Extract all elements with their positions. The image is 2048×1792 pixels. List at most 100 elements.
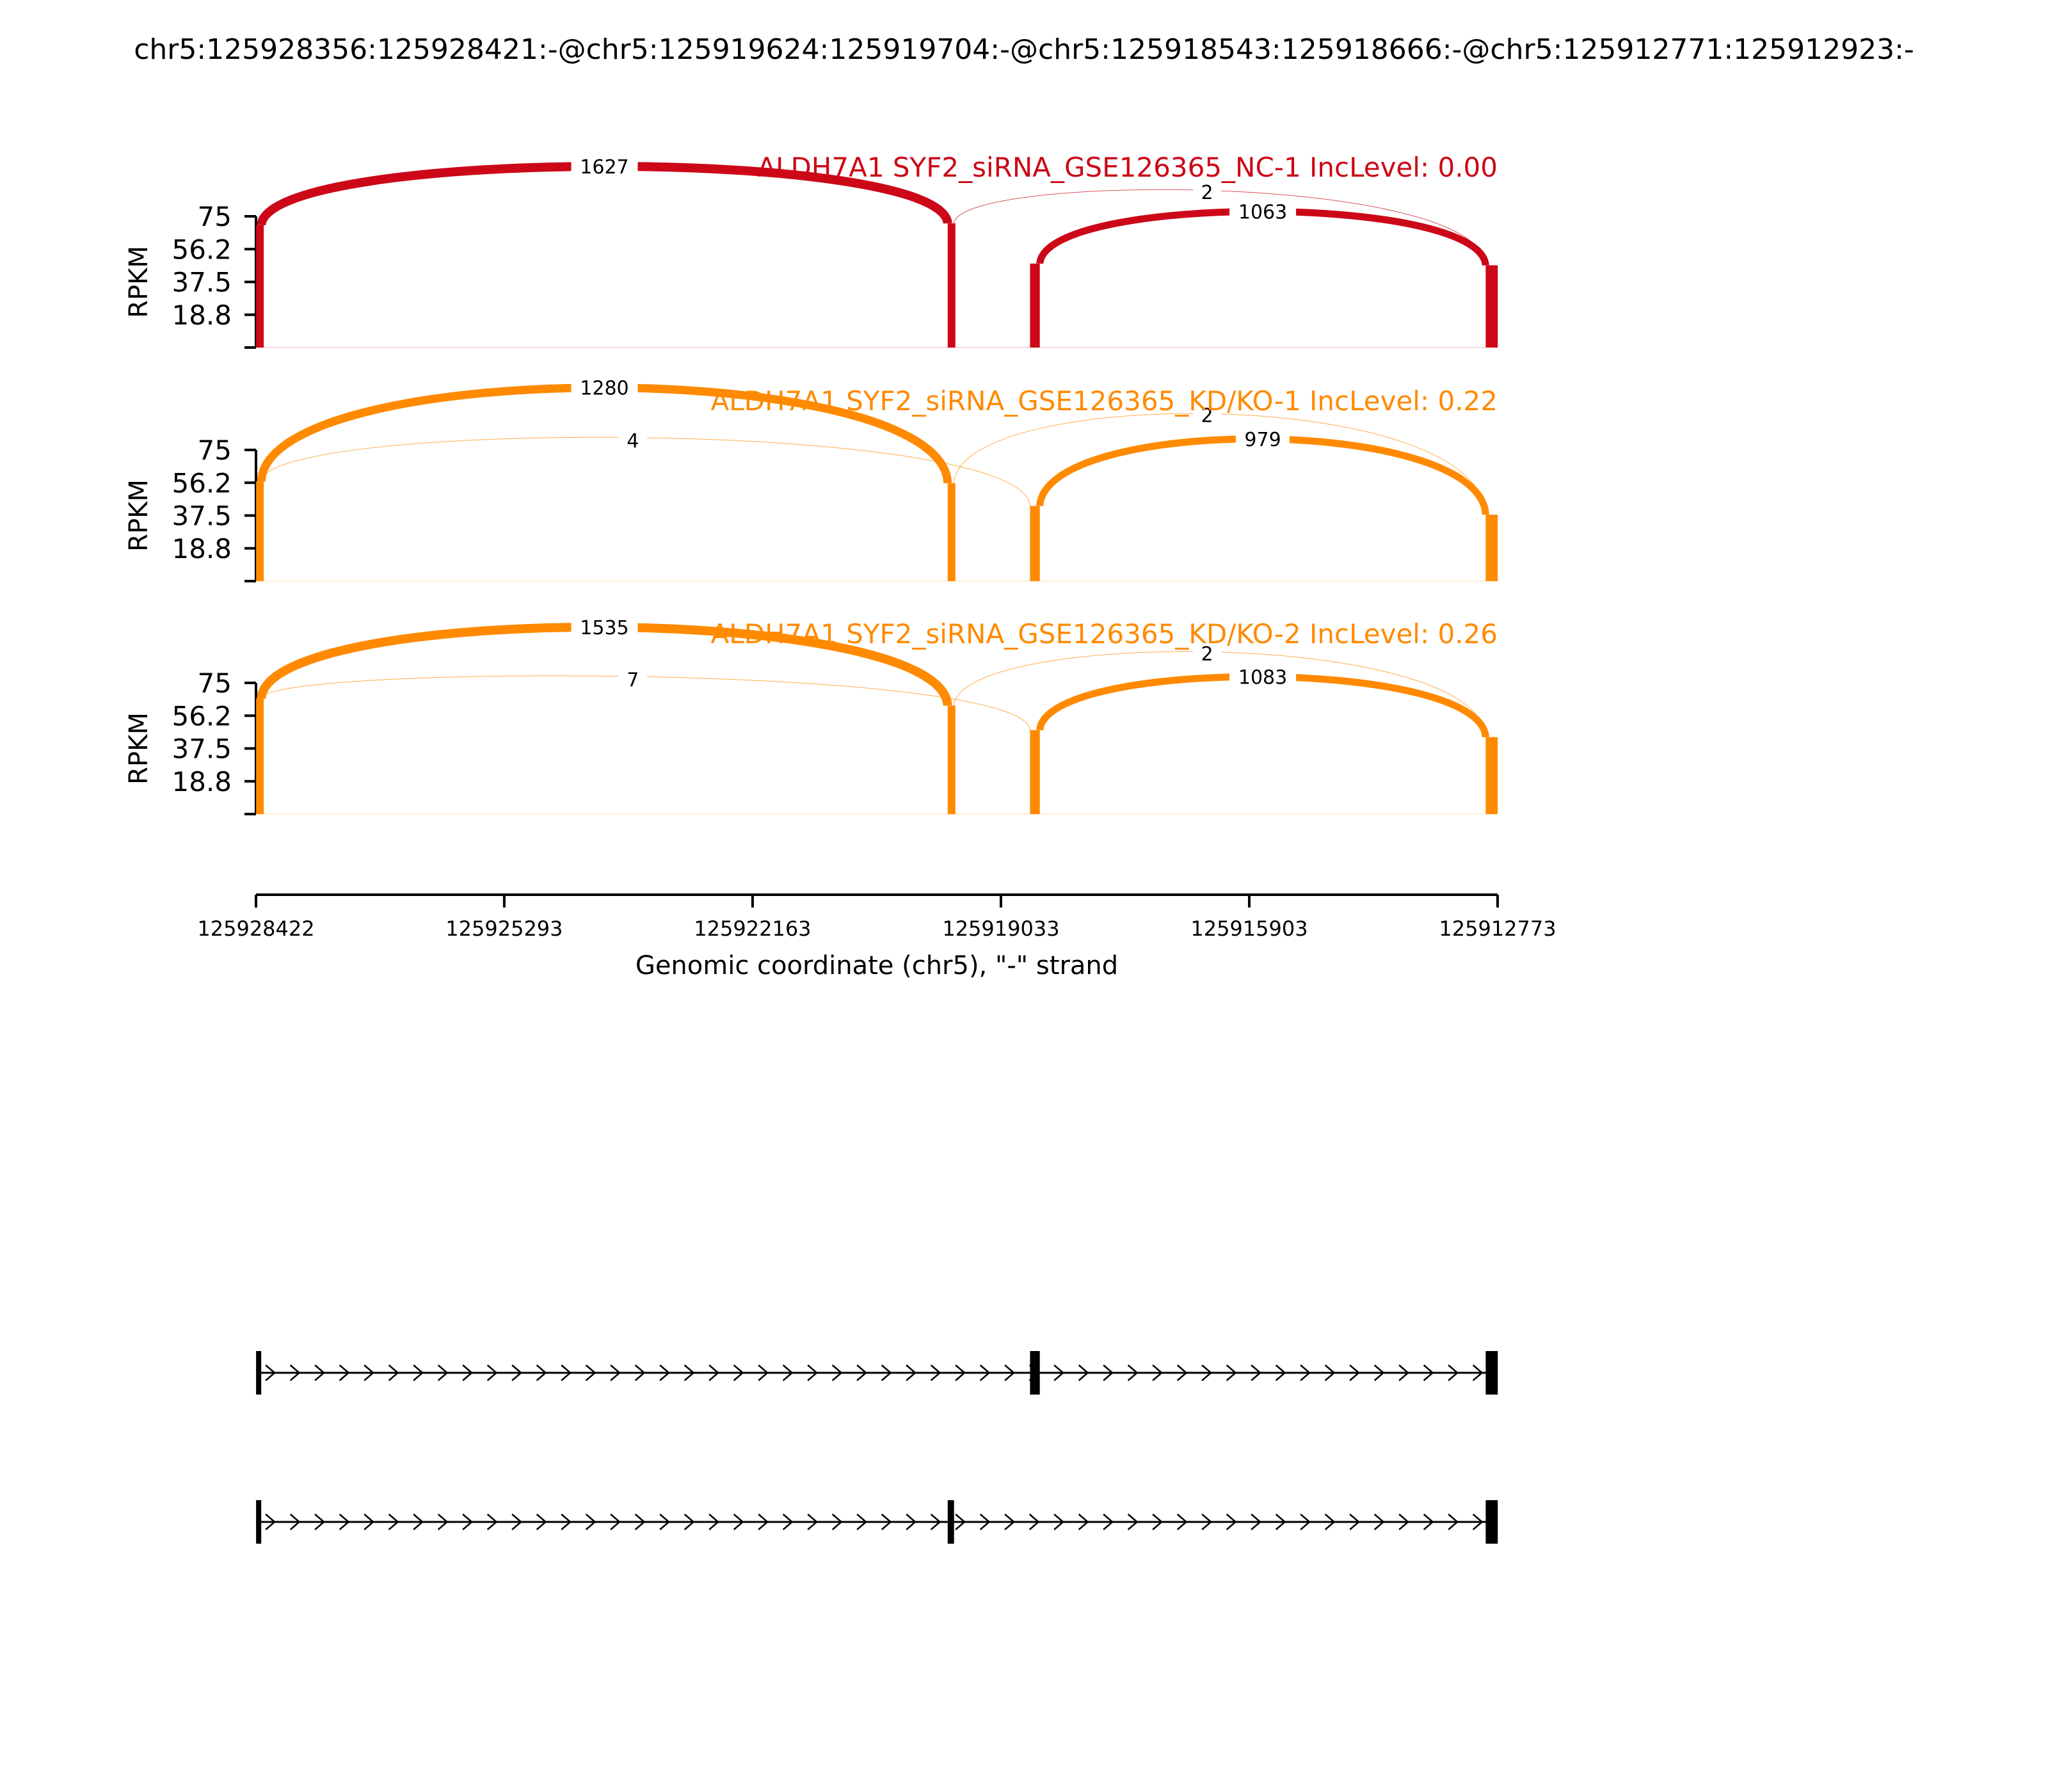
exon-block [256, 1351, 262, 1395]
isoform-2 [256, 1500, 1498, 1544]
x-tick-label: 125915903 [1190, 916, 1308, 941]
junction-count: 1535 [580, 617, 628, 639]
plot-title: chr5:125928356:125928421:-@chr5:12591962… [134, 33, 1914, 66]
strand-arrow [413, 1514, 424, 1530]
strand-arrow [289, 1514, 301, 1530]
strand-arrow [684, 1364, 695, 1381]
strand-arrow [930, 1514, 941, 1530]
strand-arrow [979, 1514, 991, 1530]
exon-coverage [1030, 730, 1040, 814]
strand-arrow [856, 1514, 868, 1530]
strand-arrow [807, 1514, 819, 1530]
strand-arrow [437, 1514, 449, 1530]
strand-arrow [388, 1514, 399, 1530]
strand-arrow [758, 1514, 769, 1530]
exon-coverage [947, 223, 956, 348]
x-tick-label: 125919033 [942, 916, 1059, 941]
strand-arrow [462, 1364, 474, 1381]
x-tick-label: 125928422 [197, 916, 314, 941]
y-tick-label: 75 [198, 201, 232, 232]
strand-arrow [1004, 1514, 1016, 1530]
y-tick-label: 18.8 [172, 766, 232, 797]
junction-count-bg [1193, 402, 1222, 427]
strand-arrow [388, 1364, 399, 1381]
strand-arrow [1127, 1364, 1139, 1381]
strand-arrow [1398, 1364, 1410, 1381]
exon-coverage [1485, 737, 1498, 814]
strand-arrow [437, 1364, 449, 1381]
junction-count-bg [571, 614, 638, 639]
strand-arrow [610, 1514, 621, 1530]
strand-arrow [1078, 1514, 1089, 1530]
strand-arrow [339, 1514, 350, 1530]
x-tick-label: 125925293 [445, 916, 563, 941]
y-axis-label: RPKM [124, 712, 154, 785]
junction-count-bg [1193, 640, 1222, 665]
exon-block [1485, 1351, 1498, 1395]
strand-arrow [1152, 1364, 1164, 1381]
strand-arrow [561, 1514, 572, 1530]
isoform-1 [256, 1351, 1498, 1395]
junction-count: 1627 [580, 156, 628, 179]
strand-arrow [413, 1364, 424, 1381]
strand-arrow [1349, 1514, 1361, 1530]
exon-block [947, 1500, 954, 1544]
junction-count-bg [571, 374, 638, 399]
junction-count-bg [1236, 426, 1290, 451]
strand-arrow [1349, 1364, 1361, 1381]
exon-coverage [1485, 265, 1498, 348]
strand-arrow [955, 1514, 966, 1530]
exon-coverage [256, 481, 264, 581]
strand-arrow [1448, 1514, 1459, 1530]
sample-label: ALDH7A1 SYF2_siRNA_GSE126365_KD/KO-1 Inc… [711, 385, 1498, 417]
exon-coverage [947, 705, 956, 814]
y-tick-label: 75 [198, 668, 232, 699]
exon-block [256, 1500, 262, 1544]
strand-arrow [1201, 1514, 1213, 1530]
strand-arrow [1152, 1514, 1164, 1530]
junction-count: 4 [627, 430, 639, 452]
strand-arrow [906, 1364, 917, 1381]
exon-coverage [947, 483, 956, 581]
strand-arrow [1103, 1514, 1114, 1530]
strand-arrow [1275, 1514, 1286, 1530]
strand-arrow [955, 1364, 966, 1381]
strand-arrow [314, 1514, 326, 1530]
strand-arrow [1053, 1364, 1065, 1381]
strand-arrow [585, 1514, 596, 1530]
strand-arrow [265, 1364, 276, 1381]
junction-count: 1280 [580, 378, 628, 400]
strand-arrow [1004, 1364, 1016, 1381]
y-tick-label: 18.8 [172, 300, 232, 331]
strand-arrow [733, 1364, 744, 1381]
x-tick-label: 125922163 [694, 916, 811, 941]
strand-arrow [1472, 1364, 1484, 1381]
y-tick-label: 56.2 [172, 467, 232, 499]
strand-arrow [881, 1364, 892, 1381]
strand-arrow [1053, 1514, 1065, 1530]
isoform-track [256, 1351, 1498, 1544]
junction-count: 2 [1201, 405, 1213, 428]
strand-arrow [1373, 1364, 1385, 1381]
junction-count-bg [1193, 179, 1222, 204]
strand-arrow [1324, 1514, 1336, 1530]
junction-arc [954, 413, 1486, 515]
strand-arrow [782, 1514, 794, 1530]
x-tick-label: 125912773 [1439, 916, 1556, 941]
strand-arrow [1251, 1364, 1262, 1381]
junction-count: 1063 [1238, 201, 1287, 223]
junction-count: 979 [1244, 429, 1281, 451]
strand-arrow [1423, 1364, 1434, 1381]
strand-arrow [536, 1364, 547, 1381]
strand-arrow [1275, 1364, 1286, 1381]
junction-count-bg [571, 153, 638, 178]
exon-coverage [1485, 515, 1498, 581]
junction-count-bg [1229, 198, 1297, 223]
strand-arrow [486, 1364, 498, 1381]
y-tick-label: 56.2 [172, 234, 232, 265]
strand-arrow [1423, 1514, 1434, 1530]
y-axis-label: RPKM [124, 479, 154, 552]
strand-arrow [1373, 1514, 1385, 1530]
strand-arrow [265, 1514, 276, 1530]
